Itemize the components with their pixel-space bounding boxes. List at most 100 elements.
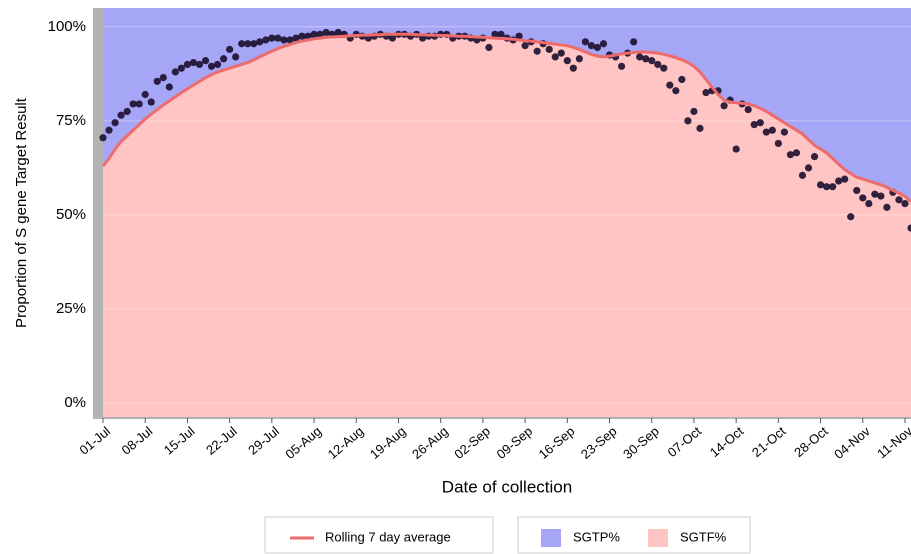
data-point: [129, 100, 137, 108]
data-point: [660, 64, 668, 72]
data-point: [847, 213, 855, 221]
x-tick-label: 09-Sep: [493, 423, 535, 461]
data-point: [262, 36, 270, 44]
data-point: [684, 117, 692, 125]
x-tick-label: 28-Oct: [791, 423, 831, 460]
legend-swatch: [648, 529, 668, 547]
data-point: [841, 175, 849, 183]
y-tick-label: 50%: [56, 206, 86, 223]
data-point: [256, 38, 264, 46]
x-tick-label: 30-Sep: [620, 423, 662, 461]
data-point: [599, 40, 608, 48]
data-point: [280, 36, 288, 44]
data-point: [557, 49, 565, 57]
left-strip: [93, 8, 103, 418]
data-point: [232, 53, 240, 61]
data-point: [135, 100, 143, 108]
data-point: [587, 42, 596, 50]
data-point: [859, 194, 867, 202]
data-point: [310, 30, 318, 38]
data-point: [823, 183, 831, 191]
data-point: [250, 40, 258, 48]
data-point: [630, 38, 638, 46]
data-point: [551, 53, 559, 61]
data-point: [105, 126, 113, 134]
data-point: [123, 107, 131, 116]
data-point: [581, 38, 590, 46]
data-point: [593, 43, 602, 52]
x-tick-label: 23-Sep: [578, 423, 620, 461]
data-point: [702, 89, 710, 97]
data-point: [678, 75, 686, 84]
data-point: [117, 111, 125, 119]
data-point: [648, 57, 656, 65]
data-point: [183, 60, 192, 69]
data-point: [388, 34, 397, 42]
y-tick-label: 100%: [48, 18, 86, 35]
data-point: [485, 43, 493, 52]
data-point: [497, 30, 505, 38]
legend-box: [264, 516, 494, 554]
data-point: [642, 55, 650, 63]
rolling-line: [101, 32, 911, 203]
data-point: [654, 60, 662, 69]
data-point: [195, 60, 204, 69]
data-point: [895, 196, 903, 204]
data-point: [835, 177, 843, 185]
data-point: [871, 190, 879, 198]
data-point: [316, 30, 324, 38]
x-tick-label: 15-Jul: [161, 423, 198, 457]
area-sgtp: [103, 8, 911, 202]
data-point: [666, 81, 674, 89]
x-tick-label: 08-Jul: [119, 423, 156, 457]
y-tick-label: 25%: [56, 300, 86, 317]
x-tick-label: 29-Jul: [245, 423, 282, 457]
data-point: [298, 32, 306, 40]
data-point: [768, 126, 776, 134]
data-point: [159, 73, 167, 82]
x-tick-label: 16-Sep: [536, 423, 578, 461]
x-tick-label: 04-Nov: [831, 423, 873, 462]
legend-label: Rolling 7 day average: [325, 529, 451, 544]
data-point: [563, 57, 571, 65]
data-point: [774, 139, 782, 148]
data-point: [171, 68, 179, 76]
data-point: [804, 164, 813, 172]
data-point: [141, 90, 149, 99]
data-point: [533, 47, 541, 55]
data-point: [617, 62, 626, 70]
data-point: [165, 83, 173, 91]
data-point: [750, 121, 758, 129]
data-point: [780, 128, 788, 136]
legend-swatch: [541, 529, 561, 547]
data-point: [334, 28, 342, 37]
x-tick-label: 19-Aug: [367, 423, 409, 461]
data-point: [690, 107, 698, 116]
x-tick-label: 01-Jul: [76, 423, 113, 457]
data-point: [177, 64, 185, 72]
x-tick-label: 05-Aug: [282, 423, 324, 461]
data-point: [521, 42, 529, 50]
data-point: [883, 203, 891, 211]
y-tick-label: 75%: [56, 112, 86, 129]
plot-area: [93, 8, 911, 419]
area-sgtf: [103, 34, 911, 418]
x-tick-label: 22-Jul: [203, 423, 240, 457]
x-tick-label: 12-Aug: [325, 423, 367, 461]
data-point: [732, 145, 740, 153]
data-point: [853, 186, 861, 195]
data-point: [322, 28, 330, 37]
data-point: [238, 40, 246, 48]
data-point: [545, 45, 553, 53]
data-point: [244, 40, 252, 48]
data-point: [816, 181, 825, 189]
y-axis-label: Proportion of S gene Target Result: [13, 97, 30, 328]
data-point: [829, 183, 837, 191]
data-point: [877, 192, 885, 200]
data-point: [786, 151, 795, 159]
data-point: [515, 32, 523, 40]
x-tick-label: 11-Nov: [874, 423, 911, 461]
data-point: [762, 128, 770, 136]
